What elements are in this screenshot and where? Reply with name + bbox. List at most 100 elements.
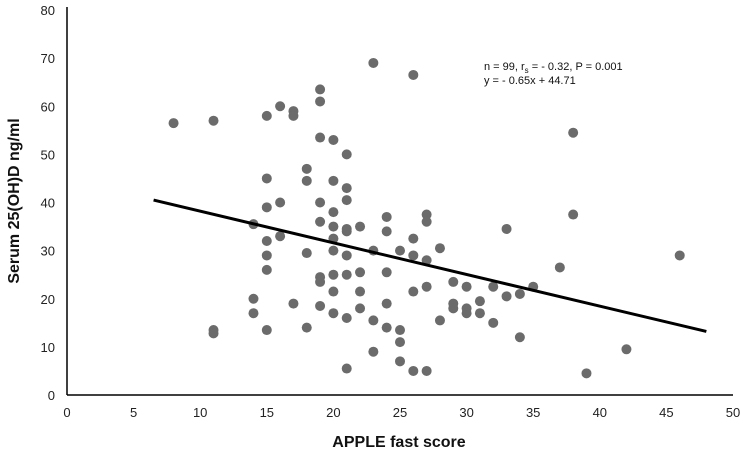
data-point <box>368 57 379 68</box>
data-point <box>381 322 392 333</box>
x-tick-label: 20 <box>326 405 340 420</box>
data-point <box>421 209 432 220</box>
data-points <box>168 57 685 379</box>
data-point <box>261 173 272 184</box>
data-point <box>395 245 405 256</box>
data-point <box>328 308 339 319</box>
x-tick-label: 50 <box>726 405 740 420</box>
data-point <box>395 325 405 336</box>
x-tick-label: 0 <box>63 405 70 420</box>
data-point <box>315 132 326 143</box>
data-point <box>261 202 272 213</box>
data-point <box>328 175 339 186</box>
data-point <box>381 298 392 309</box>
data-point <box>315 197 326 208</box>
data-point <box>448 303 459 314</box>
data-point <box>568 209 579 220</box>
data-point <box>301 163 312 174</box>
y-tick-label: 20 <box>41 292 55 307</box>
data-point <box>421 216 432 227</box>
data-point <box>448 276 459 287</box>
data-point <box>368 315 379 326</box>
data-point <box>288 110 299 121</box>
data-point <box>421 281 432 292</box>
data-point <box>341 250 352 261</box>
data-point <box>315 300 326 311</box>
data-point <box>381 211 392 222</box>
data-point <box>474 308 485 319</box>
y-tick-label: 50 <box>41 147 55 162</box>
data-point <box>408 286 419 297</box>
x-tick-label: 45 <box>659 405 673 420</box>
data-point <box>395 356 405 367</box>
data-point <box>315 84 326 95</box>
data-point <box>421 255 432 266</box>
y-axis-title: Serum 25(OH)D ng/ml <box>6 118 23 283</box>
y-tick-labels: 0 10 20 30 40 50 60 70 80 <box>41 3 55 403</box>
data-point <box>315 276 326 287</box>
x-tick-label: 40 <box>593 405 607 420</box>
data-point <box>674 250 685 261</box>
data-point <box>248 308 259 319</box>
axes <box>66 7 733 396</box>
data-point <box>461 281 472 292</box>
x-tick-label: 35 <box>526 405 540 420</box>
data-point <box>408 250 419 261</box>
data-point <box>208 328 219 339</box>
data-point <box>421 365 432 376</box>
data-point <box>328 269 339 280</box>
data-point <box>208 115 219 126</box>
data-point <box>301 248 312 259</box>
x-tick-labels: 0 5 10 15 20 25 30 35 40 45 50 <box>63 405 740 420</box>
data-point <box>328 221 339 232</box>
data-point <box>341 149 352 160</box>
data-point <box>355 221 366 232</box>
data-point <box>461 308 472 319</box>
data-point <box>474 296 485 307</box>
data-point <box>275 197 286 208</box>
data-point <box>301 175 312 186</box>
data-point <box>514 332 525 343</box>
y-tick-label: 10 <box>41 340 55 355</box>
y-tick-label: 30 <box>41 244 55 259</box>
data-point <box>261 325 272 336</box>
x-tick-label: 30 <box>459 405 473 420</box>
data-point <box>408 365 419 376</box>
x-tick-label: 25 <box>393 405 407 420</box>
data-point <box>355 303 366 314</box>
data-point <box>368 346 379 357</box>
data-point <box>315 216 326 227</box>
x-tick-label: 15 <box>260 405 274 420</box>
data-point <box>341 183 352 194</box>
data-point <box>301 322 312 333</box>
data-point <box>328 286 339 297</box>
data-point <box>341 363 352 374</box>
data-point <box>261 250 272 261</box>
data-point <box>408 233 419 244</box>
y-tick-label: 80 <box>41 3 55 18</box>
data-point <box>288 298 299 309</box>
data-point <box>381 267 392 278</box>
x-tick-label: 10 <box>193 405 207 420</box>
x-axis-title: APPLE fast score <box>332 434 465 451</box>
data-point <box>328 245 339 256</box>
data-point <box>501 223 512 234</box>
y-tick-label: 70 <box>41 51 55 66</box>
data-point <box>514 288 525 299</box>
data-point <box>381 226 392 237</box>
data-point <box>328 207 339 218</box>
data-point <box>341 226 352 237</box>
data-point <box>581 368 592 379</box>
data-point <box>408 69 419 80</box>
data-point <box>261 236 272 246</box>
data-point <box>355 267 366 278</box>
data-point <box>434 315 445 326</box>
y-tick-label: 40 <box>41 196 55 211</box>
regression-line <box>153 198 707 333</box>
data-point <box>341 269 352 280</box>
data-point <box>395 337 405 348</box>
data-point <box>261 110 272 121</box>
data-point <box>248 293 259 304</box>
data-point <box>488 281 499 292</box>
